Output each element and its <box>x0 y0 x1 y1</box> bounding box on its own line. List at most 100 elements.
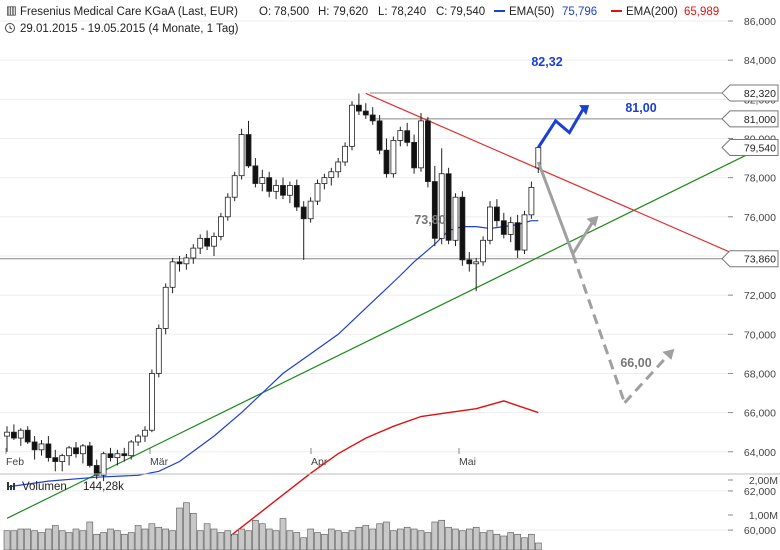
x-axis: Feb Mär Apr Mai <box>5 448 476 468</box>
candle <box>376 120 383 151</box>
price-box <box>721 84 779 102</box>
candle <box>369 114 376 122</box>
candle <box>487 206 493 241</box>
chart-logo: ▥ <box>6 5 17 17</box>
candle <box>445 173 452 241</box>
candle <box>459 196 466 261</box>
price-box-label: 81,000 <box>744 114 776 126</box>
volume-bar <box>293 532 301 550</box>
candle <box>473 261 480 265</box>
volume-bar <box>190 512 197 550</box>
y-tick-label: 68,000 <box>744 368 776 380</box>
chart-title: Fresenius Medical Care KGaA (Last, EUR) <box>20 6 238 18</box>
volume-bar <box>314 532 321 550</box>
volume-bar <box>72 528 80 550</box>
volume-bar <box>265 528 273 550</box>
volume-bar <box>245 530 252 550</box>
volume-bar <box>127 532 135 550</box>
candle <box>507 222 514 235</box>
annotation-label: 81,00 <box>625 101 656 115</box>
candle <box>335 161 342 173</box>
volume-bar <box>465 528 473 550</box>
candle <box>314 183 321 202</box>
candle <box>128 441 135 457</box>
volume-bar <box>459 530 466 550</box>
close-label: C: <box>436 6 448 18</box>
clock-hands-icon <box>9 25 13 30</box>
volume-bar <box>479 532 487 550</box>
candle <box>31 441 38 451</box>
candle <box>280 185 286 196</box>
open-value: 78,500 <box>274 6 309 18</box>
price-box <box>721 110 779 128</box>
volume-bar <box>431 521 439 550</box>
volume-bar <box>369 528 377 550</box>
volume-bar <box>258 523 266 550</box>
ema50-line <box>6 220 539 488</box>
y-tick-label: 78,000 <box>744 173 776 185</box>
volume-bar <box>114 530 121 550</box>
candle <box>204 237 211 247</box>
candle <box>355 104 362 112</box>
volume-y-tick-label: 1,00M <box>749 510 778 522</box>
candle <box>404 130 411 143</box>
volume-bar <box>65 532 73 550</box>
volume-bar <box>521 537 528 550</box>
projection-dashed-rebound-path <box>623 352 671 404</box>
volume-bar <box>500 535 508 550</box>
high-value: 79,620 <box>333 6 368 18</box>
x-tick-label: Apr <box>311 456 328 468</box>
candle <box>452 196 459 241</box>
candle <box>211 235 217 247</box>
open-label: O: <box>259 6 271 18</box>
y-tick-label: 84,000 <box>744 55 776 67</box>
candle <box>252 165 259 184</box>
volume-bar <box>86 521 94 550</box>
volume-y-tick-label: 2,00M <box>749 475 778 487</box>
candle <box>86 445 93 466</box>
candle <box>52 457 59 462</box>
volume-bar <box>3 530 11 550</box>
candle <box>466 259 473 265</box>
high-label: H: <box>318 6 330 18</box>
volume-bar <box>417 530 425 550</box>
volume-bar <box>362 525 370 550</box>
volume-bar <box>472 526 480 550</box>
candle <box>286 185 293 196</box>
volume-bar <box>445 526 452 550</box>
volume-bar <box>107 528 114 550</box>
candle <box>438 173 445 239</box>
ema200-value: 65,989 <box>684 6 719 18</box>
candle <box>93 465 100 476</box>
volume-bar <box>93 533 100 550</box>
price-box-label: 73,860 <box>744 254 776 266</box>
volume-bar <box>438 519 446 550</box>
price-box <box>721 138 779 156</box>
candle <box>107 453 114 459</box>
candle <box>176 261 183 265</box>
volume-bar <box>51 525 59 550</box>
volume-icon-bar <box>13 483 15 490</box>
trendline-support <box>6 151 753 519</box>
volume-bar <box>45 528 52 550</box>
annotations: 82,32 81,00 73,80 66,00 <box>414 55 656 370</box>
candle <box>4 431 10 437</box>
candle <box>493 206 500 222</box>
volume-bar <box>348 530 356 550</box>
volume-bar <box>176 507 183 550</box>
candle <box>514 222 521 251</box>
y-tick-label: 66,000 <box>744 408 776 420</box>
price-box-label: 79,540 <box>744 142 776 154</box>
volume-bar <box>10 530 18 550</box>
projection-dashed-down-path <box>571 253 627 404</box>
volume-bar <box>390 530 397 550</box>
volume-bar <box>300 537 308 550</box>
grid-lines <box>0 20 728 531</box>
candle <box>238 134 245 177</box>
volume-bar <box>162 528 169 550</box>
candle <box>411 141 418 169</box>
x-tick-label: Mai <box>459 456 476 468</box>
volume-bar <box>396 528 404 550</box>
volume-bar <box>183 502 190 550</box>
